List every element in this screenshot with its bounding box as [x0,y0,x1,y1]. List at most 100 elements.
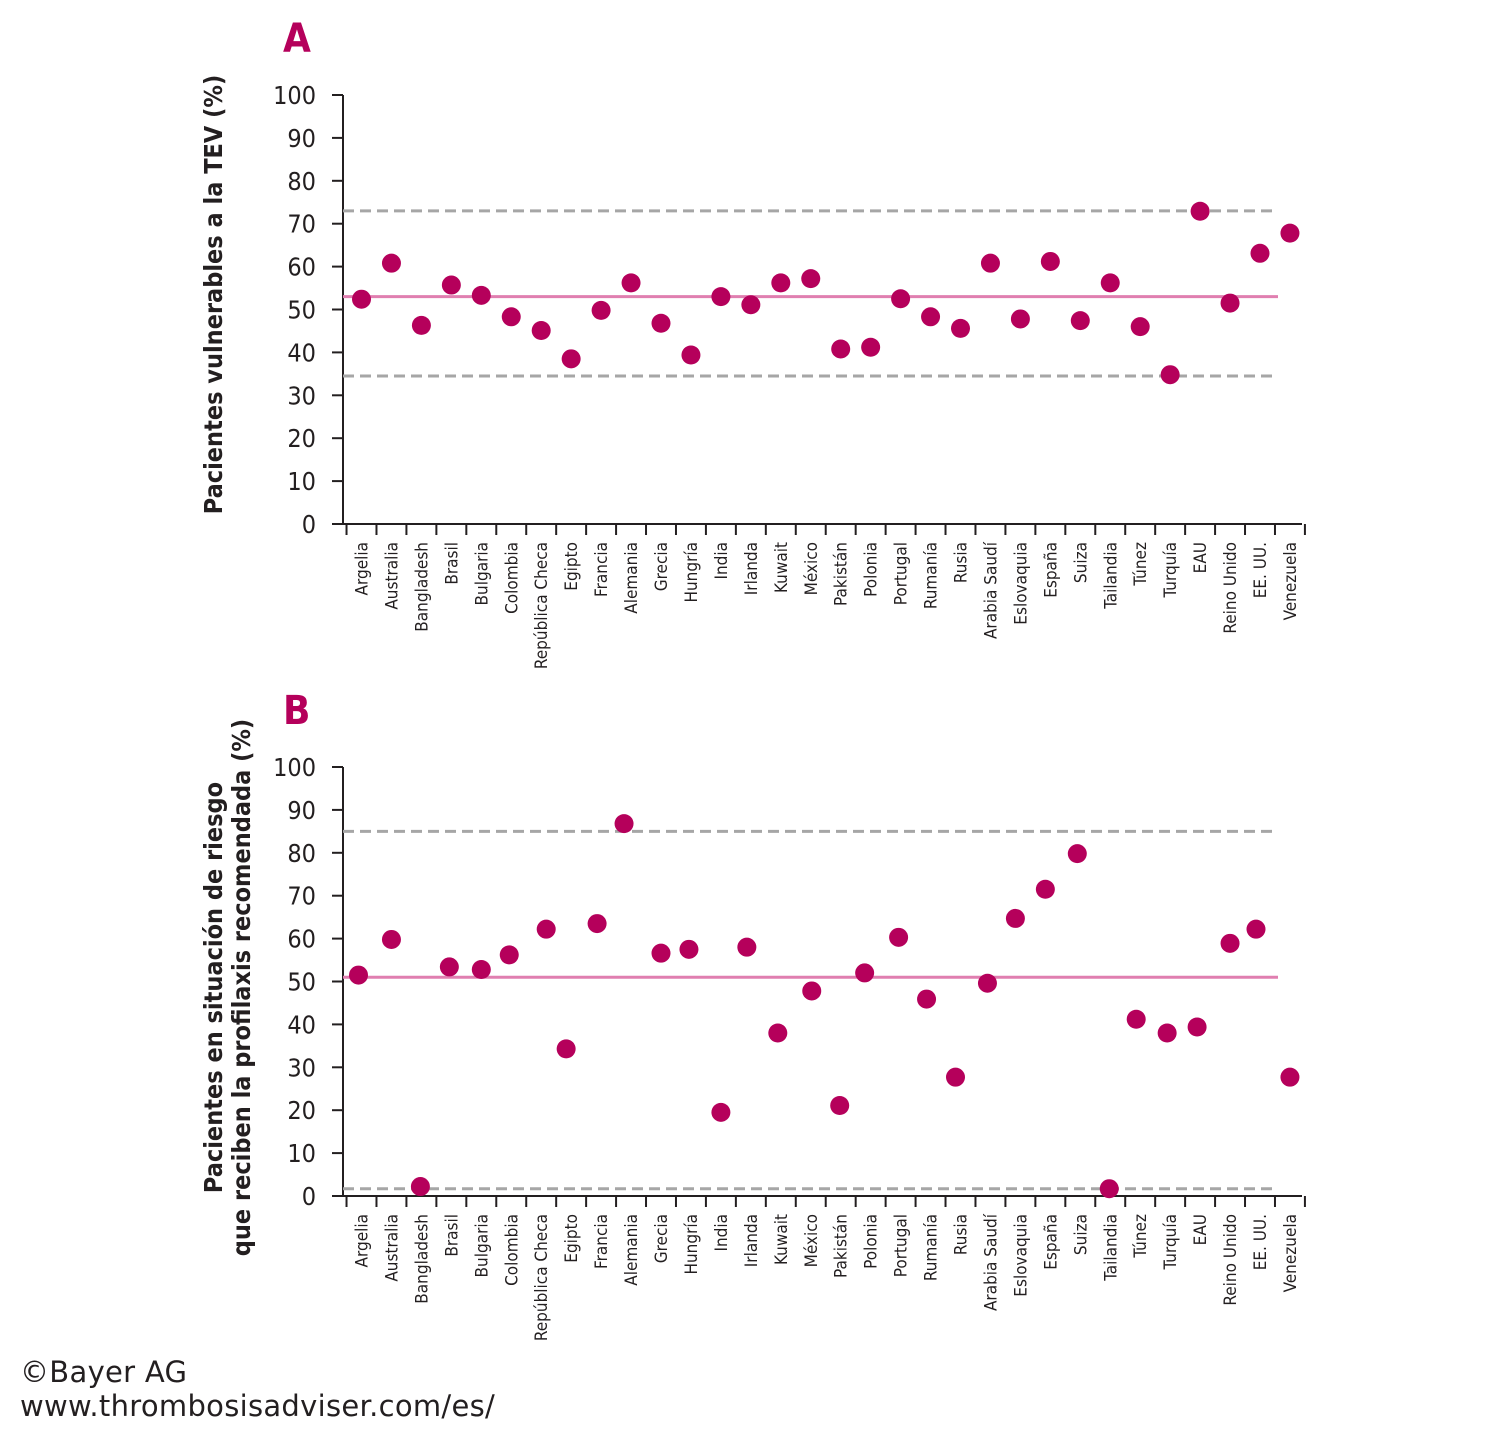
data-point [889,927,909,947]
x-tick-label: Irlanda [742,1214,762,1267]
x-tick-label: EAU [1191,1214,1211,1245]
x-tick-label: Venezuela [1281,542,1301,620]
data-point [946,1067,965,1087]
x-tick-label: Bangladesh [412,1214,432,1304]
x-tick-label: Alemania [622,542,642,614]
y-tick-label: 60 [287,925,316,954]
x-tick-label: Francia [592,542,612,597]
data-point [855,963,875,983]
data-point [621,273,641,293]
y-tick-label: 60 [287,253,316,282]
y-tick-label: 20 [287,1096,316,1125]
x-tick-label: Reino Unido [1221,1214,1241,1306]
data-point [1126,1009,1146,1029]
data-point [536,919,556,939]
data-point [411,315,431,335]
x-tick-label: Colombia [502,1214,522,1286]
y-tick-label: 30 [287,1053,316,1082]
y-tick-label: 20 [287,424,316,453]
y-axis-title: que reciben la profilaxis recomendada (%… [227,719,256,1256]
data-point [1100,273,1120,293]
x-tick-label: Tailandia [1101,542,1121,610]
data-point [1035,879,1055,899]
data-point [1220,293,1240,313]
panel-label: B [283,688,310,734]
data-point [1005,908,1025,928]
y-tick-label: 100 [273,753,316,782]
data-point [1190,201,1210,221]
x-tick-label: Portugal [892,542,912,605]
data-point [501,307,521,327]
data-point [1130,317,1150,337]
x-tick-label: Alemania [622,1214,642,1286]
data-point [1280,223,1300,243]
panel-label: A [283,16,311,62]
x-tick-label: Venezuela [1281,1214,1301,1292]
x-tick-label: EAU [1191,542,1211,573]
data-point [614,814,634,834]
x-tick-label: Rumanía [922,542,942,609]
data-point [917,989,937,1009]
data-point [1070,311,1090,331]
data-point [441,275,461,295]
data-point [499,945,519,965]
x-tick-label: Rusia [952,542,972,583]
x-tick-label: Hungría [682,1214,702,1275]
data-point [977,973,997,993]
source-url[interactable]: www.thrombosisadviser.com/es/ [20,1389,496,1423]
data-point [349,965,368,985]
x-tick-label: Túnez [1131,542,1151,587]
x-tick-label: Túnez [1131,1214,1151,1259]
data-point [1160,365,1180,385]
x-tick-label: Colombia [502,542,522,614]
x-tick-label: Rumanía [922,1214,942,1281]
data-point [681,345,701,365]
y-tick-label: 50 [287,296,316,325]
data-point [1187,1017,1207,1037]
x-tick-label: República Checa [532,1214,552,1341]
x-tick-label: Suiza [1071,542,1091,583]
data-point [439,957,459,977]
data-point [951,318,970,338]
data-point [471,959,491,979]
x-tick-label: Grecia [652,542,672,591]
y-tick-label: 80 [287,167,316,196]
x-tick-label: Argelia [353,542,373,595]
x-tick-label: Eslovaquia [1011,1214,1031,1297]
x-tick-label: Turquía [1161,1214,1181,1270]
footer: ©Bayer AG www.thrombosisadviser.com/es/ [20,1355,495,1423]
y-tick-label: 40 [287,338,316,367]
y-tick-label: 80 [287,839,316,868]
y-axis-title: Pacientes vulnerables a la TEV (%) [199,75,228,514]
y-axis-title: Pacientes en situación de riesgo [199,782,228,1193]
chart-panel-b: B 0 10 20 30 40 50 60 70 80 90 100 Argelia Australia B… [199,688,1306,1341]
x-tick-label: Francia [592,1214,612,1269]
data-point [831,339,851,359]
y-tick-label: 0 [302,510,316,539]
x-tick-label: Suiza [1071,1214,1091,1255]
data-point [471,285,491,305]
y-tick-label: 10 [287,467,316,496]
data-point [737,937,757,957]
data-point [587,914,607,934]
x-tick-label: Hungría [682,542,702,603]
x-tick-label: Bulgaria [472,542,492,605]
data-point [861,337,881,357]
x-tick-label: Argelia [353,1214,373,1267]
x-tick-label: Kuwait [772,542,792,593]
y-tick-label: 90 [287,796,316,825]
x-tick-label: Eslovaquia [1011,542,1031,625]
data-point [1067,844,1087,864]
x-tick-label: México [802,1214,822,1267]
x-tick-label: Australia [382,542,402,610]
y-tick-label: 100 [273,81,316,110]
data-point [980,253,1000,273]
x-tick-label: Portugal [892,1214,912,1277]
y-tick-label: 90 [287,124,316,153]
x-tick-label: Australia [382,1214,402,1282]
data-point [1250,243,1270,263]
data-point [802,981,822,1001]
data-point [741,295,761,315]
x-tick-label: Polonia [862,1214,882,1269]
